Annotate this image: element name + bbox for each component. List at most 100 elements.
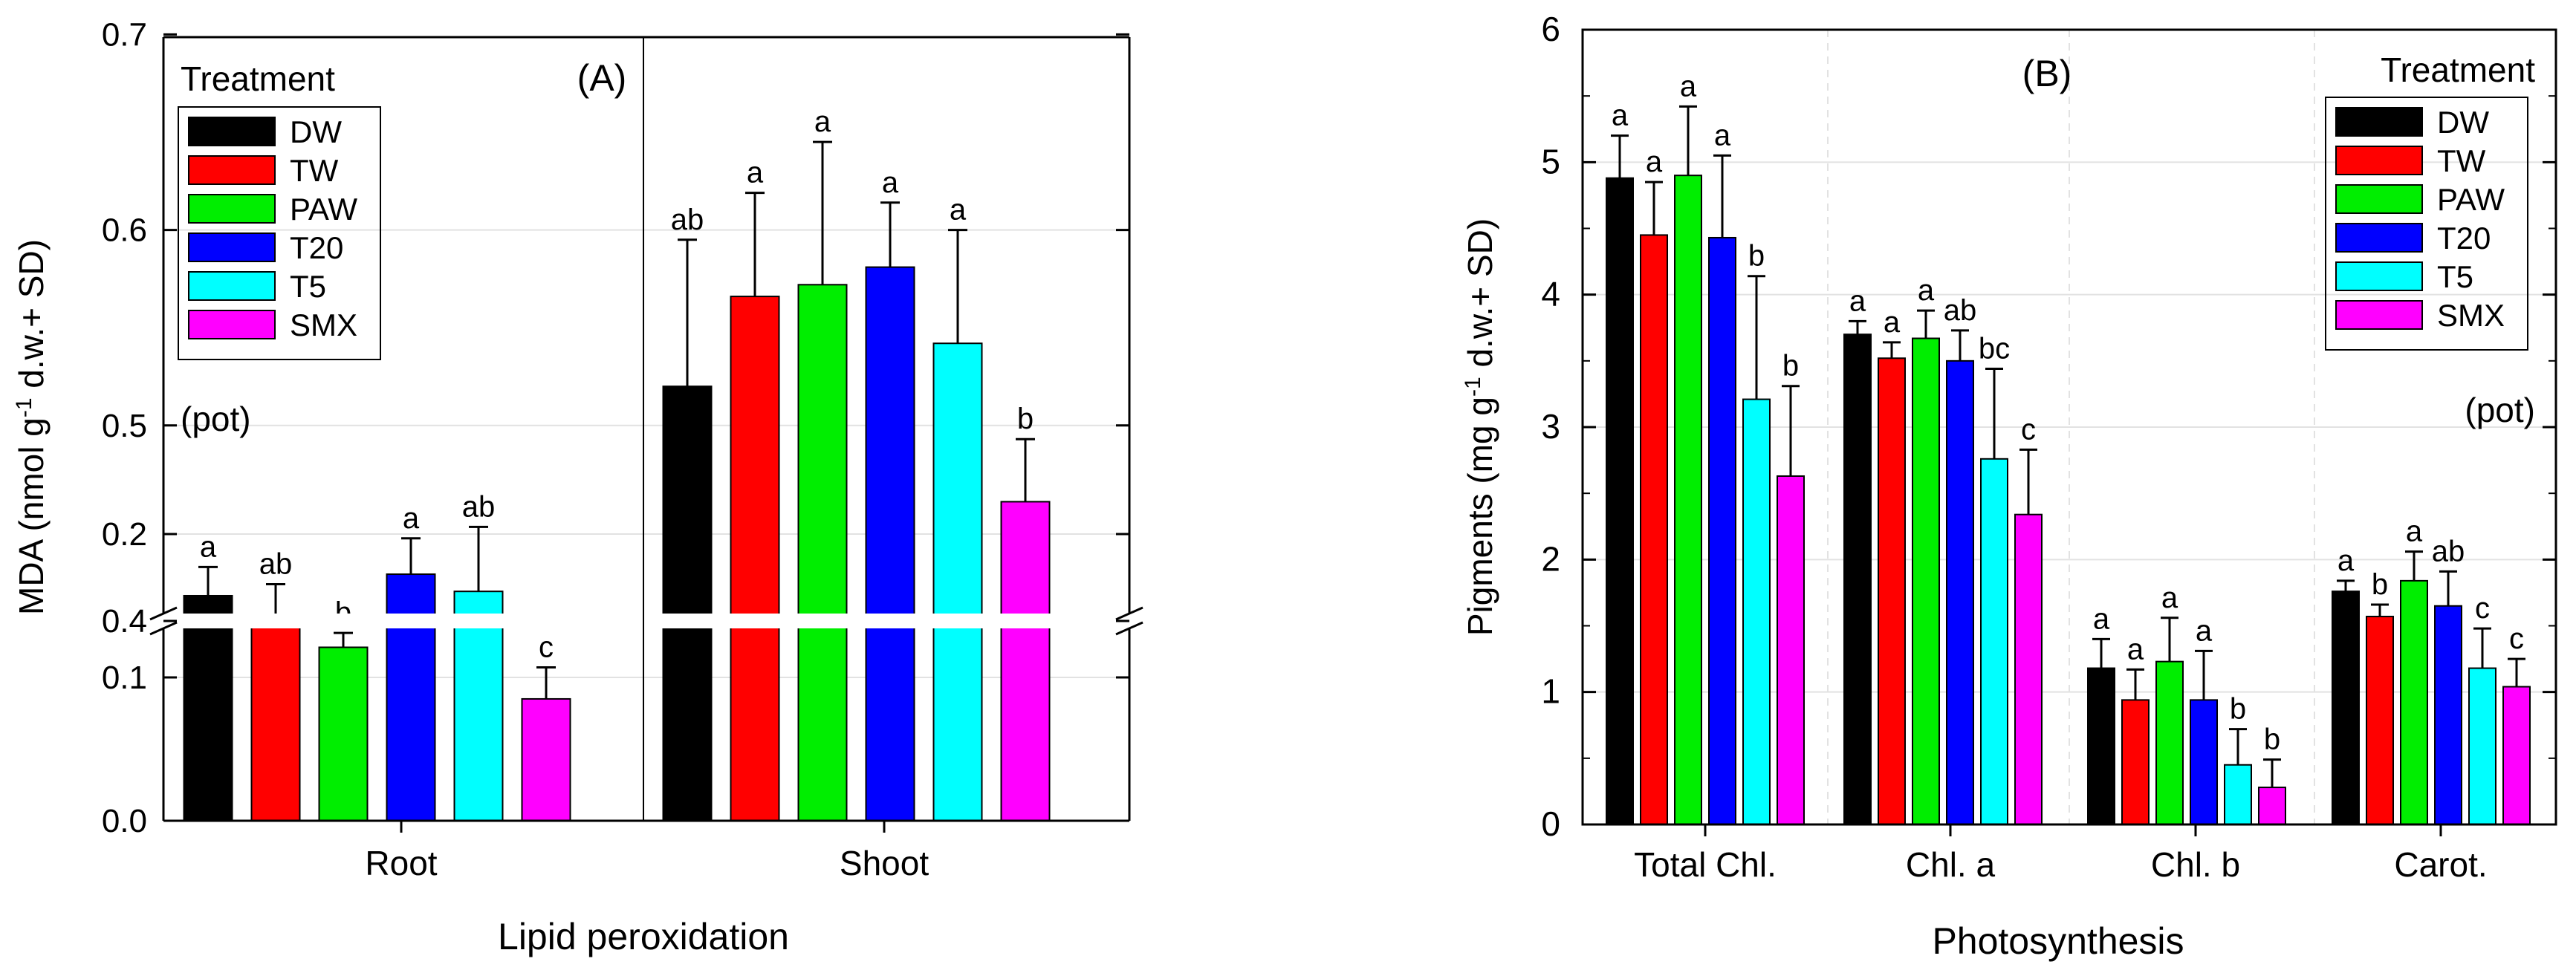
bar-paw bbox=[318, 646, 369, 822]
bar-t20 bbox=[1708, 236, 1736, 825]
significance-letter: a bbox=[2161, 582, 2178, 614]
bar-tw bbox=[2121, 699, 2150, 825]
bar-smx bbox=[1777, 475, 1805, 825]
significance-letter: ab bbox=[462, 490, 496, 523]
legend-box bbox=[178, 106, 381, 360]
x-tick-label: Carot. bbox=[2394, 845, 2487, 884]
significance-letter: a bbox=[1849, 284, 1866, 317]
significance-letter: c bbox=[539, 631, 554, 663]
bar-t5 bbox=[1742, 398, 1771, 825]
significance-letter: a bbox=[1646, 146, 1663, 178]
legend-swatch-smx bbox=[188, 310, 276, 339]
legend-label-t20: T20 bbox=[2437, 221, 2491, 256]
legend-label-dw: DW bbox=[290, 114, 342, 149]
legend-label-tw: TW bbox=[2437, 143, 2486, 178]
significance-letter: a bbox=[2406, 515, 2423, 548]
legend-swatch-t20 bbox=[188, 232, 276, 262]
y-tick-label: 0.0 bbox=[102, 803, 147, 839]
y-tick-label: 0.5 bbox=[102, 408, 147, 444]
legend-swatch-t20 bbox=[2335, 223, 2423, 253]
panel-label: (B) bbox=[2022, 53, 2072, 94]
legend-swatch-paw bbox=[2335, 184, 2423, 214]
legend-label-tw: TW bbox=[290, 153, 339, 188]
y-tick-label: 5 bbox=[1541, 142, 1560, 180]
legend-swatch-t5 bbox=[188, 271, 276, 301]
y-tick-label: 0.7 bbox=[102, 16, 147, 53]
y-tick-label: 0.1 bbox=[102, 660, 147, 696]
y-tick-label: 0.4 bbox=[102, 603, 147, 640]
legend-swatch-smx bbox=[2335, 300, 2423, 330]
y-tick-label: 0.2 bbox=[102, 516, 147, 553]
significance-letter: ab bbox=[671, 204, 704, 236]
significance-letter: a bbox=[403, 502, 420, 535]
legend-label-t5: T5 bbox=[290, 269, 326, 304]
legend-swatch-t5 bbox=[2335, 261, 2423, 291]
legend-label-smx: SMX bbox=[290, 308, 357, 342]
y-tick-label: 0.6 bbox=[102, 212, 147, 249]
bar-tw bbox=[1878, 357, 1906, 825]
significance-letter: a bbox=[200, 530, 217, 563]
y-tick-label: 0 bbox=[1541, 804, 1560, 843]
bar-t5 bbox=[1980, 458, 2008, 825]
significance-letter: b bbox=[1782, 350, 1799, 383]
bar-t20 bbox=[865, 266, 915, 822]
significance-letter: a bbox=[1714, 119, 1731, 152]
y-tick-label: 6 bbox=[1541, 10, 1560, 48]
y-tick-label: 3 bbox=[1541, 407, 1560, 446]
bar-dw bbox=[1843, 334, 1872, 825]
x-tick-label: Chl. a bbox=[1906, 845, 1996, 884]
panel-a: aabababaaaabacb0.40.50.60.70.00.10.2Root… bbox=[12, 16, 1152, 957]
legend-label-paw: PAW bbox=[290, 192, 357, 227]
panel-b: aaaaaaabaaaaaabaabbbcbcbcbc0123456Total … bbox=[1461, 10, 2557, 962]
significance-letter: a bbox=[882, 166, 899, 199]
bar-smx bbox=[1000, 501, 1051, 822]
significance-letter: bc bbox=[1979, 333, 2010, 365]
significance-letter: a bbox=[950, 194, 967, 227]
bar-dw bbox=[1606, 177, 1634, 825]
x-axis-title: Photosynthesis bbox=[1932, 920, 2184, 962]
bar-smx bbox=[2258, 787, 2286, 825]
bar-t5 bbox=[2224, 764, 2252, 825]
bar-paw bbox=[1674, 175, 1702, 825]
significance-letter: a bbox=[2093, 602, 2110, 635]
legend-swatch-dw bbox=[2335, 107, 2423, 137]
legend-title: Treatment bbox=[181, 59, 335, 98]
bar-smx bbox=[2502, 686, 2531, 825]
y-axis-label: Pigments (mg g-1 d.w.+ SD) bbox=[1461, 218, 1500, 636]
bar-t5 bbox=[932, 342, 983, 822]
significance-letter: ab bbox=[1944, 294, 1977, 327]
bar-smx bbox=[2014, 513, 2043, 825]
legend-label-paw: PAW bbox=[2437, 182, 2505, 217]
bar-paw bbox=[1912, 337, 1940, 825]
x-axis-title: Lipid peroxidation bbox=[498, 916, 789, 957]
y-tick-label: 1 bbox=[1541, 672, 1560, 711]
bar-tw bbox=[730, 296, 780, 822]
significance-letter: b bbox=[2230, 693, 2246, 726]
bar-dw bbox=[183, 594, 233, 822]
significance-letter: b bbox=[1017, 403, 1034, 435]
significance-letter: ab bbox=[259, 548, 293, 581]
significance-letter: ab bbox=[2432, 535, 2465, 567]
significance-letter: c bbox=[2509, 622, 2524, 655]
significance-letter: a bbox=[1884, 306, 1901, 339]
y-axis-label: MDA (nmol g-1 d.w.+ SD) bbox=[12, 239, 51, 615]
bar-tw bbox=[250, 619, 301, 822]
bar-t20 bbox=[386, 573, 436, 822]
bar-paw bbox=[797, 284, 848, 822]
significance-letter: a bbox=[2127, 633, 2144, 666]
bar-t20 bbox=[1946, 360, 1974, 826]
bar-t5 bbox=[453, 591, 504, 822]
significance-letter: c bbox=[2475, 592, 2490, 625]
y-tick-label: 2 bbox=[1541, 539, 1560, 578]
significance-letter: b bbox=[2264, 723, 2280, 756]
panel-label: (A) bbox=[577, 57, 627, 99]
axis-break-gap bbox=[141, 614, 1152, 628]
legend-box bbox=[2325, 97, 2528, 351]
significance-letter: b bbox=[2372, 568, 2388, 601]
bar-dw bbox=[2332, 591, 2360, 826]
legend-title: Treatment bbox=[2381, 51, 2535, 89]
bar-tw bbox=[2366, 616, 2394, 825]
bar-dw bbox=[662, 385, 713, 822]
bar-paw bbox=[2400, 579, 2428, 825]
legend-swatch-dw bbox=[188, 117, 276, 146]
